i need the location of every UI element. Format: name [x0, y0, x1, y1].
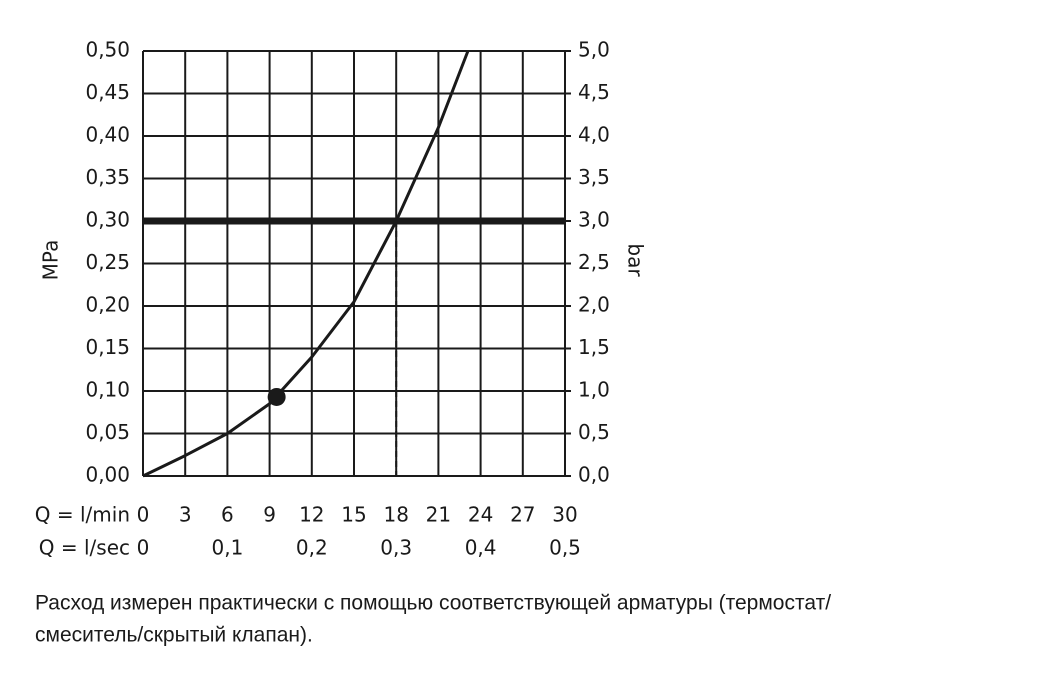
- x2-tick-label: 0: [137, 536, 150, 560]
- y2-tick-label: 3,0: [578, 208, 610, 232]
- x-tick-label: 0: [137, 503, 150, 527]
- y2-tick-label: 4,0: [578, 123, 610, 147]
- y-tick-label: 0,05: [85, 420, 130, 444]
- y2-tick-label: 2,5: [578, 250, 610, 274]
- y-axis-label: MPa: [39, 240, 63, 281]
- x-tick-label: 12: [299, 503, 324, 527]
- marker-point: [267, 387, 286, 406]
- y-tick-label: 0,10: [85, 378, 130, 402]
- y-tick-label: 0,00: [85, 463, 130, 487]
- x2-tick-label: 0,5: [549, 536, 581, 560]
- x-tick-label: 6: [221, 503, 234, 527]
- x2-axis-label: Q = l/sec: [39, 536, 130, 560]
- x2-tick-label: 0,3: [380, 536, 412, 560]
- y2-tick-label: 0,5: [578, 420, 610, 444]
- y-tick-label: 0,30: [85, 208, 130, 232]
- x2-tick-label: 0,2: [296, 536, 328, 560]
- y2-tick-label: 1,0: [578, 378, 610, 402]
- x-axis-label: Q = l/min: [35, 503, 130, 527]
- x2-tick-label: 0,4: [465, 536, 497, 560]
- data-line: [142, 50, 470, 478]
- y-tick-label: 0,15: [85, 335, 130, 359]
- y-tick-label: 0,40: [85, 123, 130, 147]
- y2-tick-label: 4,5: [578, 80, 610, 104]
- caption: смеситель/скрытый клапан).: [35, 624, 313, 647]
- y2-axis-label: bar: [624, 243, 648, 277]
- caption: Расход измерен практически с помощью соо…: [35, 592, 831, 615]
- x-tick-label: 18: [383, 503, 408, 527]
- x-tick-label: 9: [263, 503, 276, 527]
- x2-tick-label: 0,1: [211, 536, 243, 560]
- y-tick-label: 0,45: [85, 80, 130, 104]
- y2-tick-label: 5,0: [578, 38, 610, 62]
- y2-tick-label: 1,5: [578, 335, 610, 359]
- x-tick-label: 30: [552, 503, 577, 527]
- y-tick-label: 0,25: [85, 250, 130, 274]
- y2-tick-label: 2,0: [578, 293, 610, 317]
- y-tick-label: 0,20: [85, 293, 130, 317]
- y2-tick-label: 3,5: [578, 165, 610, 189]
- x-tick-label: 21: [426, 503, 451, 527]
- x-tick-label: 24: [468, 503, 493, 527]
- y-tick-label: 0,50: [85, 38, 130, 62]
- x-tick-label: 27: [510, 503, 535, 527]
- y2-tick-label: 0,0: [578, 463, 610, 487]
- x-tick-label: 15: [341, 503, 366, 527]
- x-tick-label: 3: [179, 503, 192, 527]
- y-tick-label: 0,35: [85, 165, 130, 189]
